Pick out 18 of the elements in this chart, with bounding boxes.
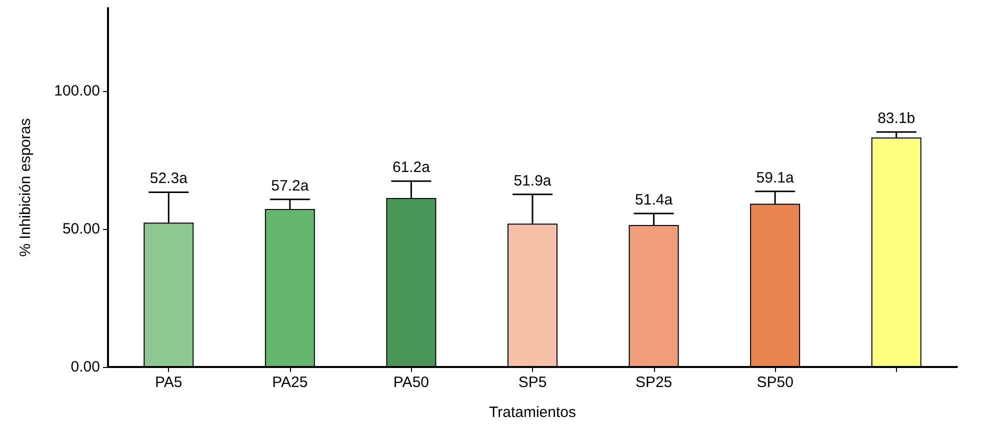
- x-axis-title: Tratamientos: [489, 404, 576, 421]
- data-label: 51.4a: [635, 191, 674, 208]
- y-axis-title: % Inhibición esporas: [17, 118, 34, 257]
- y-tick-label: 100.00: [54, 82, 100, 100]
- data-label: 52.3a: [150, 170, 188, 188]
- x-tick-label: PA25: [272, 374, 308, 391]
- x-tick-label: PA50: [393, 374, 430, 391]
- data-label: 59.1a: [756, 169, 794, 186]
- y-tick-label: 0.00: [70, 358, 100, 376]
- x-tick-label: SP25: [635, 374, 672, 391]
- x-tick-label: PA5: [155, 374, 182, 391]
- data-label: 61.2a: [392, 159, 431, 176]
- data-label: 83.1b: [878, 110, 916, 127]
- data-label: 51.9a: [514, 172, 552, 190]
- y-tick-label: 50.00: [62, 220, 100, 238]
- data-label: 57.2a: [271, 177, 310, 194]
- x-tick-label: SP50: [756, 374, 794, 391]
- x-tick-label: SP5: [518, 374, 547, 391]
